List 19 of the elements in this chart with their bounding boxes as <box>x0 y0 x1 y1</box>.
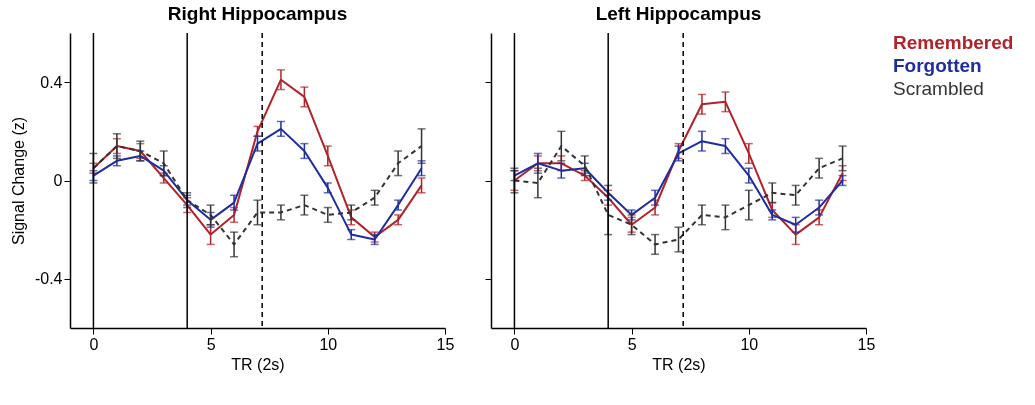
x-tick-label: 10 <box>319 335 338 353</box>
chart-title: Left Hippocampus <box>595 3 762 25</box>
x-tick-label: 0 <box>510 335 520 353</box>
x-tick-label: 0 <box>89 335 99 353</box>
y-tick-label: 0.4 <box>40 73 63 91</box>
x-tick-label: 10 <box>740 335 759 353</box>
text: Scrambled <box>893 77 984 99</box>
x-tick-label: 15 <box>857 335 876 353</box>
x-axis-title: TR (2s) <box>231 355 285 373</box>
x-tick-label: 5 <box>627 335 637 353</box>
x-tick-label: 5 <box>206 335 216 353</box>
y-tick-label: 0 <box>53 172 63 189</box>
y-tick-label: -0.4 <box>34 270 63 288</box>
chart-title: Right Hippocampus <box>167 3 348 25</box>
text: Remembered <box>893 31 1014 53</box>
y-axis-title: Signal Change (z) <box>9 116 27 246</box>
x-axis-title: TR (2s) <box>652 355 706 373</box>
x-tick-label: 15 <box>436 335 455 353</box>
text: Forgotten <box>893 54 982 76</box>
